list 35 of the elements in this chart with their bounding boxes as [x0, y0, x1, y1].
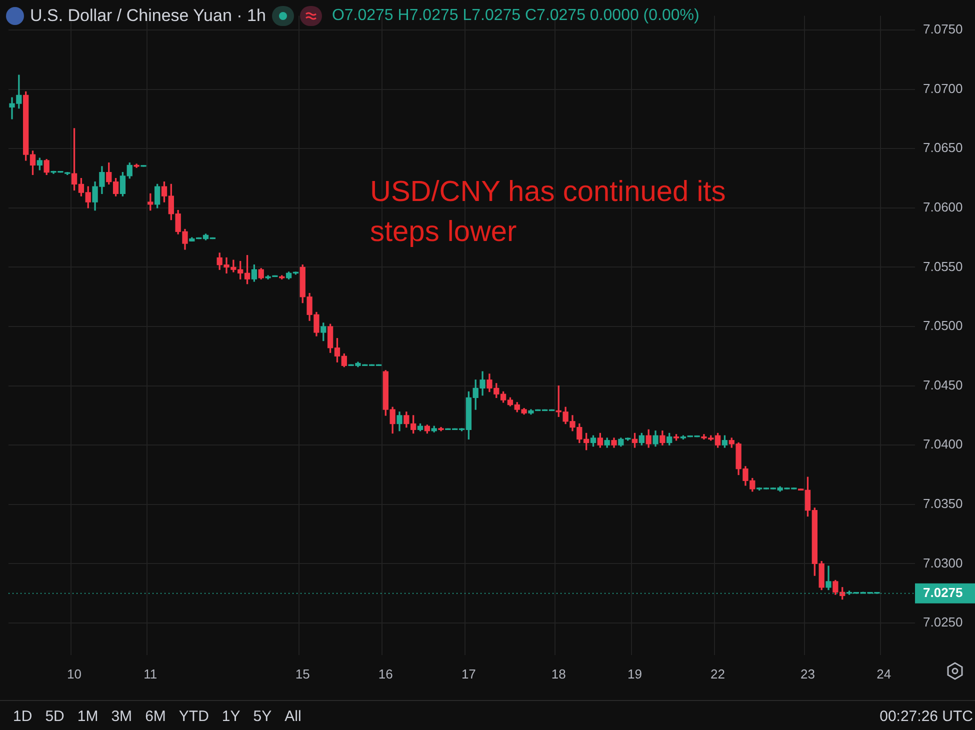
x-tick-label: 22 [710, 666, 726, 682]
y-tick-label: 7.0600 [923, 199, 963, 214]
y-tick-label: 7.0700 [923, 80, 963, 96]
text: 3M [111, 708, 132, 724]
text: 1M [77, 708, 98, 724]
x-tick-label: 18 [551, 666, 566, 682]
text: 1Y [222, 708, 240, 724]
x-tick-label: 11 [144, 666, 158, 682]
y-tick-label: 7.0300 [923, 555, 963, 570]
y-tick-label: 7.0650 [923, 140, 963, 156]
text: 00:27:26 UTC [880, 708, 973, 724]
ref-line-label: 7.0275 [923, 584, 963, 600]
x-tick-label: 17 [461, 666, 476, 682]
y-tick-label: 7.0450 [923, 377, 963, 392]
x-tick-label: 10 [67, 666, 82, 682]
annotation: O7.0275 H7.0275 L7.0275 C7.0275 0.0000 (0.00%) [332, 7, 700, 25]
chart-title: U.S. Dollar / Chinese Yuan · 1h [30, 6, 266, 26]
text: YTD [178, 708, 209, 724]
x-tick-label: 23 [800, 666, 815, 682]
text: 1D [13, 708, 32, 724]
text: 5D [45, 708, 64, 724]
text: 5Y [253, 708, 272, 724]
x-tick-label: 15 [295, 666, 310, 682]
annotation: USD/CNY has continued its steps lower [370, 175, 727, 250]
y-tick-label: 7.0400 [923, 436, 963, 452]
y-tick-label: 7.0500 [923, 318, 963, 334]
text: 6M [145, 708, 166, 724]
y-tick-label: 7.0250 [923, 614, 963, 630]
x-tick-label: 16 [378, 666, 393, 682]
y-tick-label: 7.0350 [923, 496, 963, 511]
x-tick-label: 24 [876, 666, 892, 682]
y-tick-label: 7.0750 [923, 22, 963, 37]
x-tick-label: 19 [628, 666, 642, 682]
y-tick-label: 7.0550 [923, 258, 963, 274]
text: All [284, 708, 302, 724]
